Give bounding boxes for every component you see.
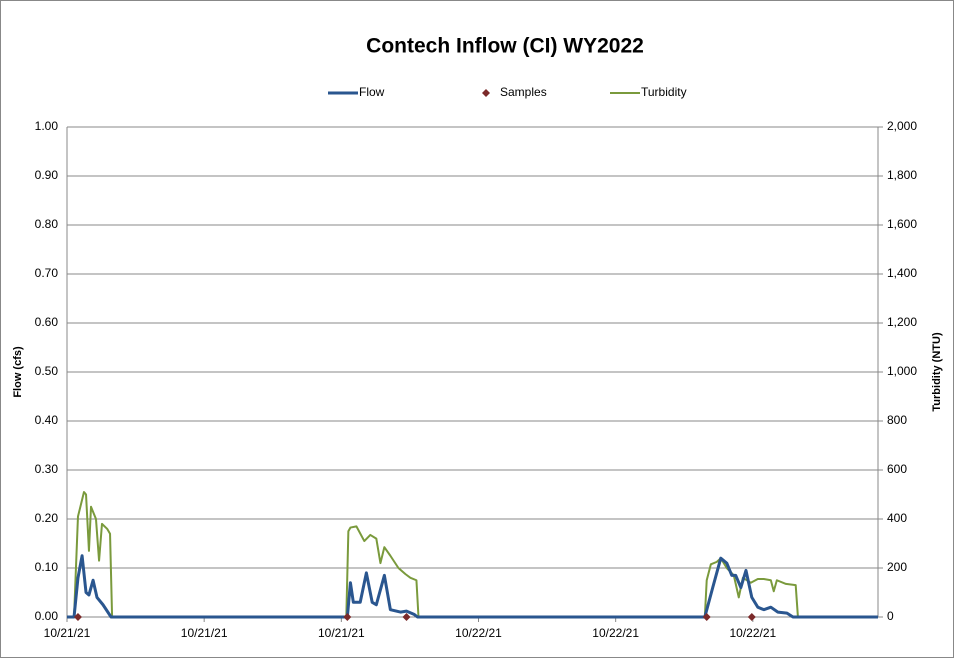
legend-label: Samples xyxy=(500,85,547,99)
y-axis-label: Flow (cfs) xyxy=(12,346,24,398)
sample-marker xyxy=(702,613,711,621)
y-tick-label: 0.40 xyxy=(35,413,59,427)
sample-marker xyxy=(343,613,352,621)
y-tick-label: 0.30 xyxy=(35,462,59,476)
y-tick-label: 1.00 xyxy=(35,119,59,133)
y2-tick-label: 1,000 xyxy=(887,364,917,378)
x-tick-label: 10/21/21 xyxy=(318,626,365,640)
y-tick-label: 0.70 xyxy=(35,266,59,280)
x-tick-label: 10/21/21 xyxy=(181,626,228,640)
x-tick-label: 10/22/21 xyxy=(455,626,502,640)
series-line xyxy=(67,491,878,618)
y2-tick-label: 0 xyxy=(887,609,894,623)
x-tick-label: 10/22/21 xyxy=(592,626,639,640)
y-tick-label: 0.50 xyxy=(35,364,59,378)
y2-tick-label: 200 xyxy=(887,560,907,574)
y2-tick-label: 1,800 xyxy=(887,168,917,182)
legend-label: Turbidity xyxy=(641,85,687,99)
sample-marker xyxy=(402,613,411,621)
y-tick-label: 0.80 xyxy=(35,217,59,231)
series-line xyxy=(67,554,878,619)
sample-marker xyxy=(73,613,82,621)
y-tick-label: 0.60 xyxy=(35,315,59,329)
y-tick-label: 0.00 xyxy=(35,609,59,623)
sample-marker xyxy=(747,613,756,621)
y-tick-label: 0.10 xyxy=(35,560,59,574)
y2-tick-label: 2,000 xyxy=(887,119,917,133)
y2-tick-label: 1,200 xyxy=(887,315,917,329)
legend-marker xyxy=(482,89,490,97)
legend-label: Flow xyxy=(359,85,385,99)
y2-tick-label: 1,400 xyxy=(887,266,917,280)
y2-tick-label: 600 xyxy=(887,462,907,476)
chart-title: Contech Inflow (CI) WY2022 xyxy=(366,35,644,58)
y2-axis-label: Turbidity (NTU) xyxy=(931,332,943,412)
y2-tick-label: 800 xyxy=(887,413,907,427)
y2-tick-label: 1,600 xyxy=(887,217,917,231)
x-tick-label: 10/21/21 xyxy=(44,626,91,640)
x-tick-label: 10/22/21 xyxy=(729,626,776,640)
y2-tick-label: 400 xyxy=(887,511,907,525)
y-tick-label: 0.20 xyxy=(35,511,59,525)
y-tick-label: 0.90 xyxy=(35,168,59,182)
